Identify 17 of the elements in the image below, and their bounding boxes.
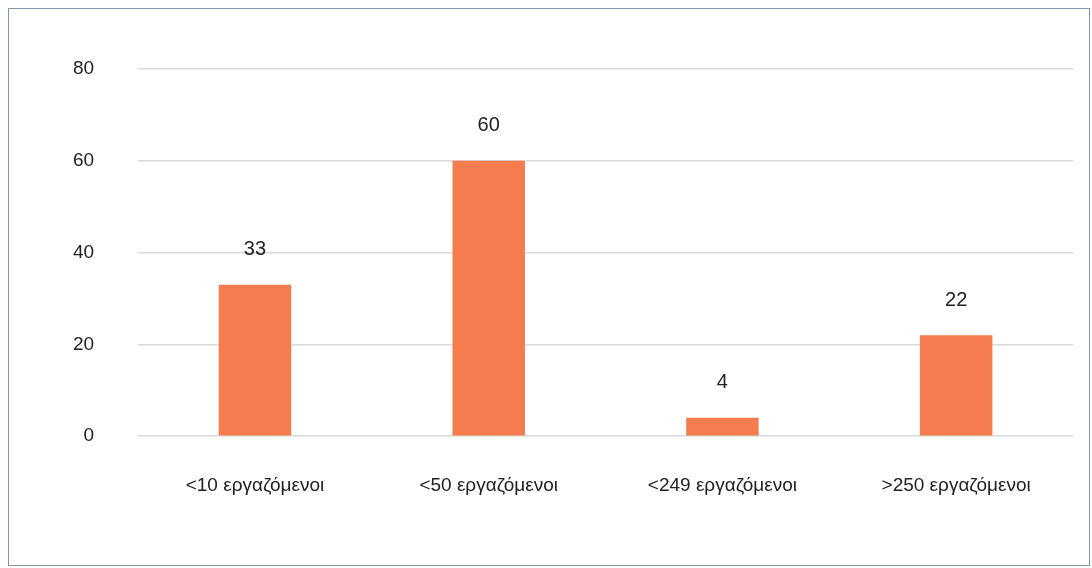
data-label: 22 — [945, 287, 968, 310]
y-tick-label: 20 — [72, 332, 95, 354]
y-tick-label: 80 — [72, 57, 95, 79]
data-label: 33 — [243, 237, 267, 260]
bar — [218, 284, 292, 436]
x-tick-label: <10 εργαζόμενοι — [185, 473, 325, 495]
data-label: 4 — [716, 370, 728, 393]
x-tick-label: <50 εργαζόμενοι — [419, 473, 559, 495]
data-label: 60 — [477, 113, 500, 136]
bar — [686, 417, 759, 436]
y-tick-label: 60 — [72, 149, 95, 171]
y-tick-label: 40 — [72, 240, 95, 262]
x-tick-label: >250 εργαζόμενοι — [881, 473, 1031, 495]
bar — [919, 335, 993, 436]
y-tick-label: 0 — [83, 424, 95, 446]
bar — [452, 160, 525, 436]
x-tick-label: <249 εργαζόμενοι — [647, 473, 798, 495]
